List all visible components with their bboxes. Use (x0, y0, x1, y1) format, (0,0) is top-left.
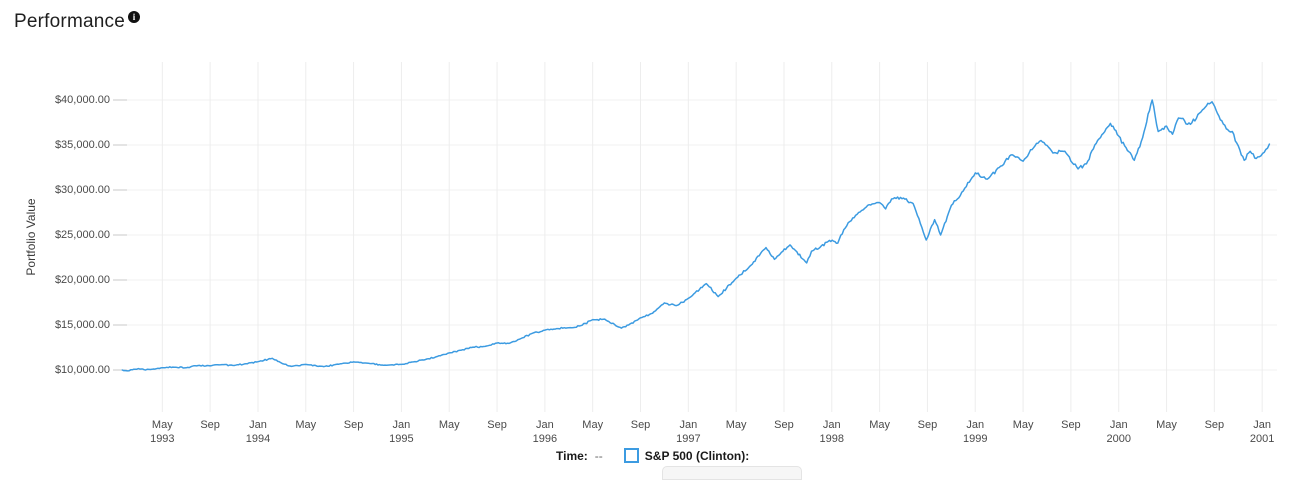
x-tick-month-label: Sep (487, 419, 507, 431)
section-header: Performance i (14, 10, 140, 34)
x-tick-month-label: Jan (536, 419, 554, 431)
legend-time-label: Time: (556, 448, 588, 463)
x-tick-year-label: 1998 (819, 433, 845, 445)
info-icon[interactable]: i (127, 11, 140, 23)
x-tick-month-label: Jan (249, 419, 267, 431)
x-tick-year-label: 1995 (389, 433, 414, 445)
x-tick-month-label: Jan (1253, 419, 1272, 431)
x-tick-year-label: 2001 (1249, 433, 1275, 445)
x-tick-month-label: Jan (679, 419, 698, 431)
x-tick-month-label: Sep (630, 419, 651, 431)
x-tick-month-label: Sep (200, 419, 220, 431)
y-tick-label: $30,000.00 (54, 184, 110, 196)
x-tick-month-label: May (869, 419, 890, 431)
x-tick-month-label: Sep (343, 419, 364, 431)
x-tick-month-label: Sep (1204, 419, 1225, 431)
y-tick-label: $35,000.00 (54, 139, 110, 151)
x-tick-month-label: May (151, 419, 173, 431)
series-line-sp500-clinton (121, 99, 1271, 372)
x-tick-year-label: 1999 (963, 433, 988, 445)
legend-series-swatch[interactable] (623, 448, 639, 463)
x-tick-month-label: May (1012, 419, 1034, 431)
y-tick-label: $40,000.00 (54, 94, 110, 106)
x-tick-month-label: May (438, 419, 460, 431)
x-tick-year-label: 1996 (532, 433, 558, 445)
x-tick-year-label: 1997 (676, 433, 701, 445)
x-tick-month-label: Sep (917, 419, 938, 431)
x-tick-month-label: Jan (966, 419, 985, 431)
x-tick-year-label: 1994 (245, 433, 271, 445)
x-tick-month-label: May (582, 419, 604, 431)
x-tick-month-label: May (725, 419, 747, 431)
x-tick-month-label: Sep (1061, 419, 1081, 431)
x-tick-year-label: 2000 (1106, 433, 1131, 445)
chart-legend: Time: -- S&P 500 (Clinton): (556, 448, 749, 463)
legend-series-label[interactable]: S&P 500 (Clinton): (644, 448, 750, 463)
legend-time-value: -- (594, 448, 603, 463)
x-tick-year-label: 1993 (150, 433, 175, 445)
x-tick-month-label: Jan (822, 419, 841, 431)
y-tick-label: $15,000.00 (54, 319, 110, 331)
cutoff-tooltip-box (662, 466, 802, 480)
y-tick-label: $25,000.00 (54, 229, 110, 241)
page-title: Performance (14, 11, 125, 32)
x-tick-month-label: Sep (774, 419, 794, 431)
x-tick-month-label: Jan (392, 419, 411, 431)
y-tick-label: $10,000.00 (54, 364, 110, 376)
x-tick-month-label: May (1156, 419, 1177, 431)
y-tick-label: $20,000.00 (54, 274, 110, 286)
x-tick-month-label: Jan (1109, 419, 1128, 431)
x-tick-month-label: May (295, 419, 317, 431)
